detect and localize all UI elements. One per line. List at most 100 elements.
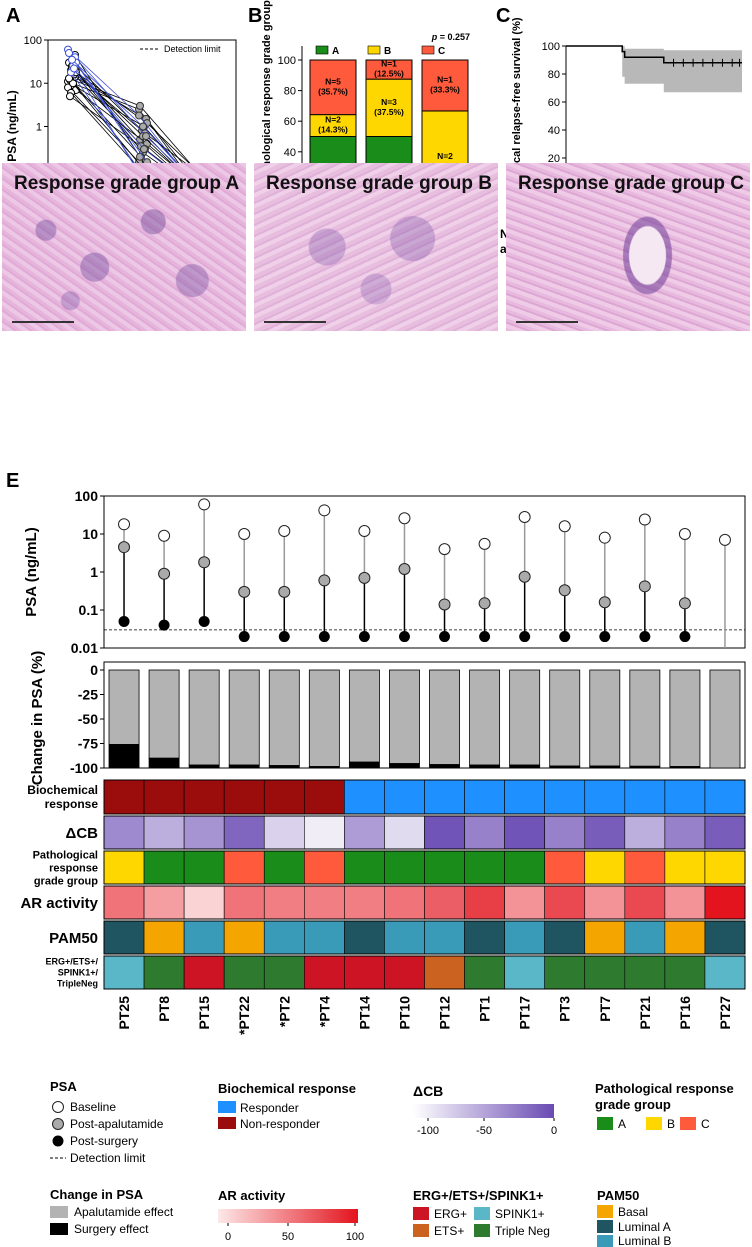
track-cell-bio [424,779,465,815]
legend-label: Non-responder [240,1117,320,1131]
track-label-bio: Biochemical [27,783,98,797]
track-cell-path [424,850,465,885]
track-frame-path [103,850,746,885]
track-cell-bio [223,779,265,815]
colorbar-tick-label: 0 [551,1125,557,1137]
legend-label-b: B [384,46,391,57]
post-apalutamide-marker [136,152,144,161]
bar-data-label: N=3 [381,97,397,107]
surgery-effect-bar [469,764,501,769]
track-cell-path [624,850,666,885]
track-cell-ar [344,885,385,920]
apalutamide-effect-bar [188,669,220,766]
legend-label: B [667,1117,675,1131]
track-cell-ar [304,885,345,920]
legend-swatch-spink1 [474,1207,490,1220]
apalutamide-effect-bar [549,669,581,767]
surgery-effect-bar [348,761,380,769]
track-cell-bio [504,779,545,815]
baseline-marker [198,498,211,511]
y-tick-label: 0 [90,662,98,678]
track-cell-erg [103,955,145,990]
track-cell-ar [584,885,626,920]
surgery-effect-bar [589,765,621,769]
track-cell-dcb [464,815,505,850]
track-cell-bio [464,779,505,815]
colorbar-tick-label: -100 [417,1125,439,1137]
track-cell-ar [223,885,265,920]
track-label-path: grade group [34,875,98,887]
baseline-marker [638,513,651,526]
legend-title-bio: Biochemical response [218,1081,356,1096]
track-label-path: response [49,862,98,874]
post-surgery-marker [599,631,611,643]
bar-data-label: N=1 [381,59,397,69]
legend-label: Post-surgery [70,1134,138,1148]
post-apalutamide-marker [598,596,611,609]
bar-segment-c [309,59,357,116]
track-frame-bio [103,779,746,815]
bar-data-label: (37.5%) [374,107,404,117]
colorbar-tick-label: 0 [225,1231,231,1243]
track-cell-dcb [624,815,666,850]
legend-title-pam50: PAM50 [597,1188,639,1203]
legend-swatch-luminal-a [597,1220,613,1233]
track-cell-ar [263,885,305,920]
post-apalutamide-marker [135,111,143,120]
legend-swatch-nonresponder [218,1117,236,1129]
histology-caption-c: Response grade group C [518,173,744,194]
legend-detection-limit: Detection limit [164,44,221,54]
legend-label: SPINK1+ [495,1207,545,1221]
post-apalutamide-marker [478,597,491,610]
apalutamide-effect-bar [228,669,260,766]
apalutamide-effect-bar [589,669,621,767]
post-apalutamide-marker [158,567,171,580]
track-cell-pam [143,920,185,955]
legend-title-dcb: ΔCB [413,1083,443,1099]
patient-id-label: PT25 [116,996,132,1030]
legend-swatch-basal [597,1205,613,1218]
track-cell-erg [544,955,586,990]
bar-data-label: (33.3%) [430,84,460,94]
apalutamide-effect-bar [429,669,460,765]
histology-image-c: Response grade group C [506,163,750,331]
panel-letter-e: E [6,470,19,492]
track-cell-ar [424,885,465,920]
patient-id-label: PT17 [517,996,533,1030]
scale-bar [12,321,74,323]
track-cell-ar [624,885,666,920]
track-cell-pam [584,920,626,955]
track-label-path: Pathological [33,849,98,861]
bar-data-label: N=2 [325,115,341,125]
apalutamide-effect-bar [348,669,380,763]
legend-title-change: Change in PSA [50,1187,144,1202]
legend-post-apalutamide-marker [52,1118,64,1130]
legend-ar-colorbar [218,1209,358,1223]
bar-data-label: N=2 [437,151,453,161]
baseline-marker [478,537,491,550]
patient-id-label: PT27 [717,996,733,1030]
apalutamide-effect-bar [469,669,501,766]
patient-id-label: *PT2 [276,996,292,1027]
post-apalutamide-marker [142,132,150,141]
y-axis-label: Change in PSA (%) [29,651,46,785]
surgery-effect-bar [148,757,180,769]
y-axis-label: PSA (ng/mL) [5,90,19,162]
baseline-marker [158,529,171,542]
track-label-erg: SPINK1+/ [58,968,99,978]
post-surgery-marker [679,631,691,643]
track-cell-dcb [143,815,185,850]
change-plot-frame [103,661,746,769]
post-surgery-marker [238,631,250,643]
track-cell-dcb [304,815,345,850]
surgery-effect-bar [308,766,340,769]
y-tick-label: 80 [284,86,296,98]
post-surgery-marker [398,631,410,643]
legend-swatch-erg [413,1207,429,1220]
y-tick-label: 100 [542,41,560,53]
patient-id-label: PT8 [156,996,172,1022]
baseline-marker [398,512,411,525]
legend-label: Apalutamide effect [74,1205,174,1219]
baseline-marker [118,518,131,531]
track-label-bio: response [45,797,99,811]
